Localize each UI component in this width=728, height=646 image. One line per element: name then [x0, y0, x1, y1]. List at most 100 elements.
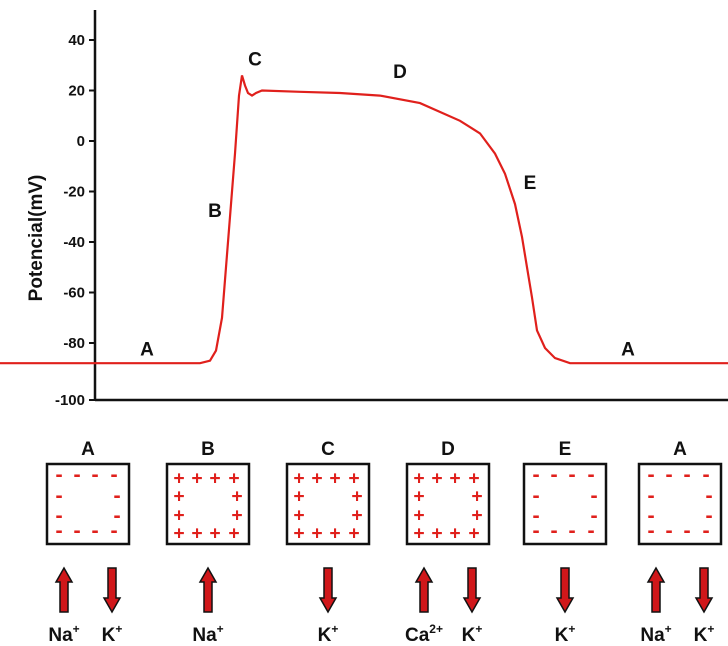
- efflux-arrow-icon: [462, 567, 482, 614]
- ion-label: K+: [694, 622, 715, 646]
- cell-membrane-box: [405, 462, 491, 546]
- charge-sign: +: [294, 523, 305, 544]
- charge-sign: +: [432, 523, 443, 544]
- charge-sign: +: [472, 505, 483, 526]
- membrane-charges: + + + ++ + + ++ ++ +: [174, 468, 243, 544]
- charge-sign: -: [682, 465, 693, 486]
- charge-sign: -: [567, 465, 578, 486]
- charge-sign: +: [294, 468, 305, 489]
- efflux-arrow-icon: [694, 567, 714, 614]
- charge-sign: -: [531, 465, 542, 486]
- charge-sign: +: [469, 523, 480, 544]
- phase-label-a: A: [621, 340, 635, 361]
- cell-3: C+ + + ++ + + ++ ++ +K+: [285, 439, 371, 646]
- ion-label: Na+: [640, 622, 671, 646]
- y-tick-label: 40: [68, 32, 85, 49]
- cell-label: E: [559, 439, 572, 460]
- charge-sign: +: [352, 505, 363, 526]
- y-tick-label: 0: [77, 133, 85, 150]
- cell-5: E - - - -- - - -- -- - K+: [522, 439, 608, 646]
- efflux-arrow-icon: [102, 567, 122, 614]
- phase-label-b: B: [208, 201, 222, 222]
- charge-sign: +: [349, 523, 360, 544]
- charge-sign: +: [450, 468, 461, 489]
- axes: [93, 10, 728, 402]
- charge-sign: +: [174, 505, 185, 526]
- charge-sign: -: [646, 486, 657, 507]
- charge-sign: -: [589, 486, 600, 507]
- ion-label: Ca2+: [405, 622, 443, 646]
- ion-label: Na+: [48, 622, 79, 646]
- charge-sign: +: [229, 523, 240, 544]
- efflux-arrow-icon: [555, 567, 575, 614]
- charge-sign: -: [589, 506, 600, 527]
- charge-sign: +: [174, 523, 185, 544]
- charge-sign: -: [586, 521, 597, 542]
- membrane-cells: A- - - -- - - -- -- -Na+ K+B+ + + ++ + + ++ ++ +Na+C+ + + ++…: [45, 439, 723, 646]
- charge-sign: -: [704, 506, 715, 527]
- charge-sign: -: [701, 465, 712, 486]
- charge-sign: +: [232, 505, 243, 526]
- charge-sign: -: [586, 465, 597, 486]
- charge-sign: +: [349, 468, 360, 489]
- charge-sign: +: [330, 468, 341, 489]
- charge-sign: +: [432, 468, 443, 489]
- charge-sign: -: [664, 465, 675, 486]
- ion-label: K+: [555, 622, 576, 646]
- cell-label: C: [321, 439, 335, 460]
- cell-membrane-box: [522, 462, 608, 546]
- charge-sign: -: [682, 521, 693, 542]
- membrane-charges: - - - -- - - -- -- -: [531, 465, 600, 542]
- cell-2: B + + + ++ + + ++ ++ + Na+: [165, 439, 251, 646]
- charge-sign: +: [450, 523, 461, 544]
- cell-label: A: [673, 439, 687, 460]
- charge-sign: +: [210, 468, 221, 489]
- cell-1: A- - - -- - - -- -- -Na+ K+: [45, 439, 131, 646]
- charge-sign: -: [90, 465, 101, 486]
- charge-sign: +: [312, 523, 323, 544]
- charge-sign: -: [90, 521, 101, 542]
- y-tick-label: -20: [63, 184, 85, 201]
- charge-sign: +: [472, 486, 483, 507]
- cell-6: A - - - -- - - -- -- - Na+ K+: [637, 439, 723, 646]
- charge-sign: +: [294, 505, 305, 526]
- charge-sign: +: [414, 505, 425, 526]
- charge-sign: -: [112, 506, 123, 527]
- charge-sign: -: [549, 465, 560, 486]
- efflux-arrow-icon: [318, 567, 338, 614]
- charge-sign: -: [112, 486, 123, 507]
- ion-label: Na+: [192, 622, 223, 646]
- influx-arrow-icon: [646, 566, 666, 613]
- charge-sign: -: [701, 521, 712, 542]
- charge-sign: -: [531, 486, 542, 507]
- phase-labels: A B C D E A: [140, 49, 635, 360]
- charge-sign: +: [414, 468, 425, 489]
- charge-sign: -: [646, 506, 657, 527]
- cell-membrane-box: [285, 462, 371, 546]
- charge-sign: -: [531, 521, 542, 542]
- influx-arrow-icon: [198, 566, 218, 613]
- charge-sign: -: [549, 521, 560, 542]
- phase-label-c: C: [248, 49, 262, 70]
- charge-sign: -: [109, 521, 120, 542]
- membrane-charges: - - - -- - - -- -- -: [646, 465, 715, 542]
- y-axis-label: Potencial(mV): [26, 175, 47, 302]
- y-tick-label: -100: [55, 392, 85, 409]
- charge-sign: +: [469, 468, 480, 489]
- phase-label-e: E: [524, 173, 537, 194]
- y-tick-label: 20: [68, 83, 85, 100]
- charge-sign: +: [192, 468, 203, 489]
- y-tick-label: -40: [63, 234, 85, 251]
- charge-sign: -: [54, 521, 65, 542]
- ion-label: K+: [102, 622, 123, 646]
- influx-arrow-icon: [414, 566, 434, 613]
- membrane-charges: + + + ++ + + ++ ++ +: [414, 468, 483, 544]
- cell-label: B: [201, 439, 215, 460]
- charge-sign: -: [72, 521, 83, 542]
- charge-sign: -: [72, 465, 83, 486]
- ion-label: K+: [462, 622, 483, 646]
- charge-sign: +: [210, 523, 221, 544]
- charge-sign: -: [567, 521, 578, 542]
- charge-sign: -: [109, 465, 120, 486]
